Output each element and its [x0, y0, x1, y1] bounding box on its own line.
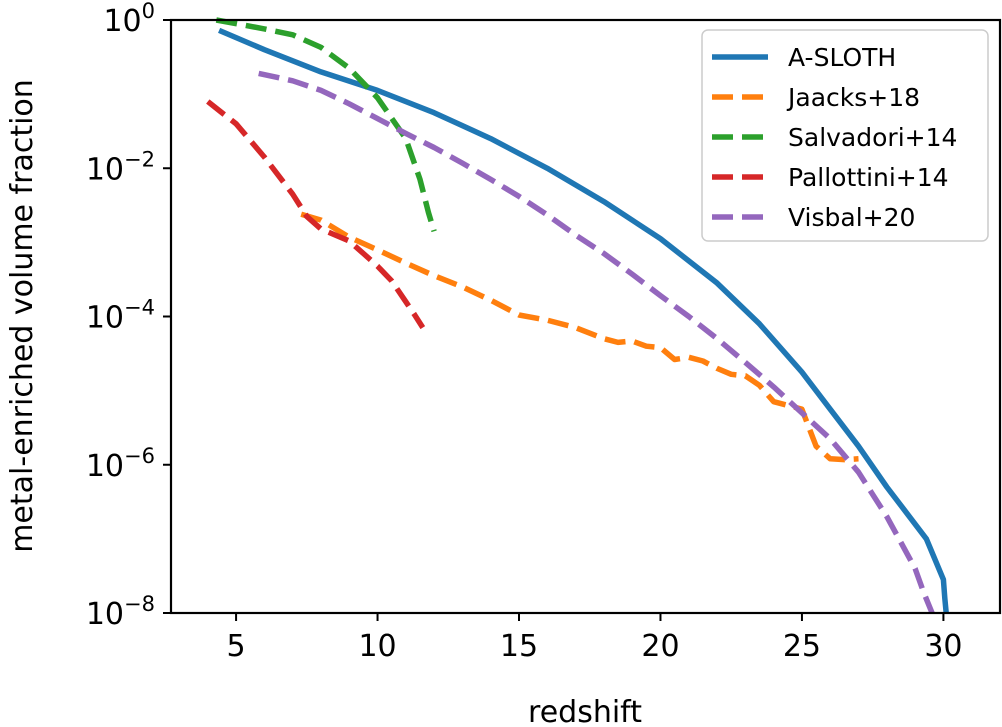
x-tick-label: 5	[227, 629, 246, 664]
series-line-salvadori-14	[215, 17, 437, 233]
x-axis-label: redshift	[528, 695, 642, 727]
y-tick-label: 10−2	[86, 147, 155, 187]
legend-label: Jaacks+18	[786, 83, 920, 112]
legend-label: Salvadori+14	[788, 123, 957, 152]
y-tick-label: 10−6	[86, 444, 155, 484]
series-line-jaacks-18	[300, 211, 859, 463]
series-line-visbal-20	[258, 70, 935, 615]
x-tick-label: 25	[783, 629, 821, 664]
y-tick-label: 100	[103, 0, 155, 39]
series-line-a-sloth	[218, 27, 949, 614]
x-tick-label: 15	[500, 629, 538, 664]
x-tick-label: 30	[924, 629, 962, 664]
legend-box	[701, 29, 989, 242]
y-tick-label: 10−4	[86, 296, 155, 336]
x-tick-label: 20	[641, 629, 679, 664]
x-tick-label: 10	[358, 629, 396, 664]
series-line-pallottini-14	[206, 99, 426, 330]
legend: A-SLOTH Jaacks+18 Salvadori+14 Pallottini+1…	[701, 29, 989, 242]
series-lines	[206, 17, 949, 615]
y-tick-label: 10−8	[86, 592, 155, 632]
legend-label: Pallottini+14	[788, 163, 949, 192]
axis-ticks: 5 10 15 20 25 30 100 10−2 10−4 10−6 10−8	[86, 0, 963, 664]
legend-label: A-SLOTH	[788, 43, 896, 72]
legend-label: Visbal+20	[788, 203, 915, 232]
y-axis-label: metal-enriched volume fraction	[5, 79, 40, 553]
